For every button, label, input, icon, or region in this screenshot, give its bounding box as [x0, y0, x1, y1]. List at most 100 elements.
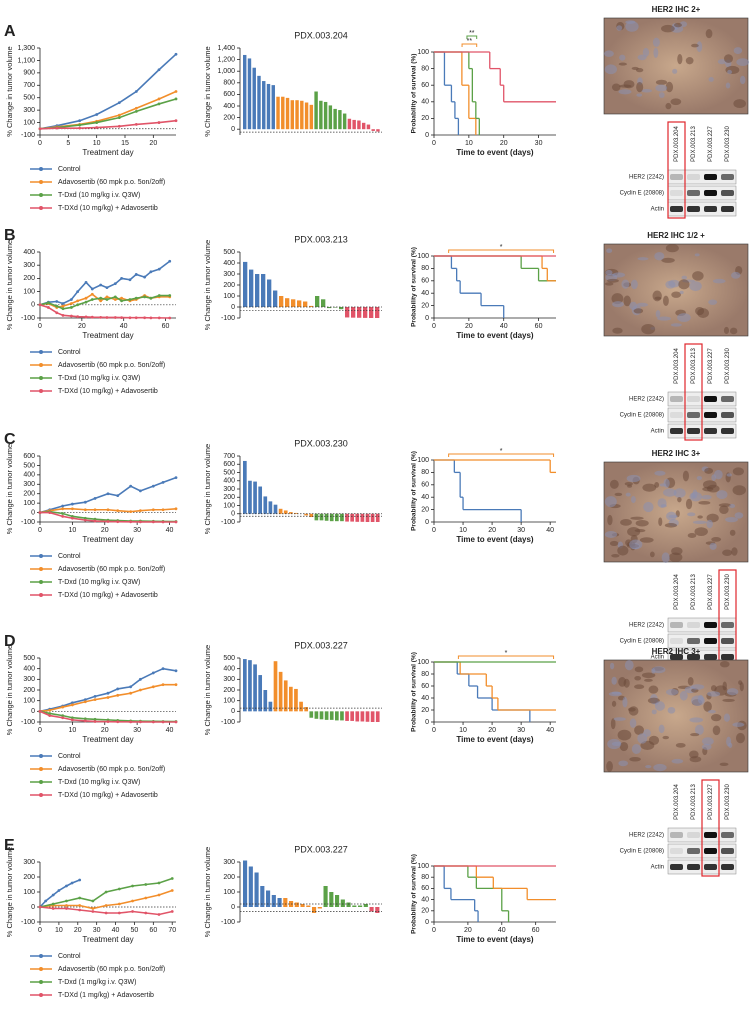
bar	[309, 711, 314, 718]
ihc-cell	[662, 735, 669, 740]
x-tick-label: 40	[500, 323, 508, 330]
ihc-cell	[689, 756, 702, 763]
ihc-cell	[624, 659, 634, 671]
blot-label: Cyclin E (20808)	[620, 639, 664, 645]
ihc-cell	[606, 761, 613, 772]
bar	[328, 105, 333, 130]
y-tick-label: 100	[417, 457, 429, 464]
ihc-cell	[671, 291, 682, 298]
data-point	[105, 286, 109, 290]
data-point	[151, 720, 155, 724]
bar	[304, 102, 309, 130]
data-point	[65, 884, 68, 888]
blot-band	[670, 412, 683, 418]
x-tick-label: 20	[488, 527, 496, 534]
y-tick-label: 0	[425, 719, 429, 726]
y-axis-title: % Change in tumor volume	[203, 847, 212, 937]
legend-marker	[39, 993, 43, 997]
ihc-cell	[631, 743, 642, 755]
y-tick-label: 40	[421, 695, 429, 702]
bar	[352, 905, 357, 907]
y-tick-label: 0	[231, 904, 235, 911]
ihc-cell	[665, 81, 674, 93]
bar	[303, 301, 308, 307]
data-point	[106, 492, 110, 496]
blot-band	[687, 622, 700, 628]
y-tick-label: 600	[223, 461, 235, 468]
data-point	[144, 911, 148, 915]
ihc-cell	[733, 47, 743, 55]
ihc-cell	[610, 662, 615, 670]
ihc-cell	[608, 691, 622, 697]
ihc-cell	[629, 539, 643, 550]
data-point	[78, 908, 82, 912]
bar	[285, 97, 290, 130]
ihc-cell	[697, 515, 703, 519]
y-tick-label: 200	[23, 687, 35, 694]
legend-label: Adavosertib (60 mpk p.o. 5on/2off)	[58, 966, 165, 973]
ihc-cell	[648, 735, 660, 745]
legend-marker	[39, 350, 43, 354]
y-tick-label: 500	[23, 95, 35, 102]
blot-label: Cyclin E (20808)	[620, 849, 664, 855]
x-tick-label: 60	[532, 927, 540, 934]
ihc-cell	[652, 290, 662, 302]
y-tick-label: 0	[231, 708, 235, 715]
bar	[375, 513, 380, 522]
y-tick-label: -100	[221, 919, 235, 926]
ihc-cell	[739, 682, 744, 692]
ihc-cell	[687, 533, 697, 539]
y-tick-label: 100	[23, 889, 35, 896]
bar	[254, 872, 259, 907]
bar	[327, 307, 332, 309]
bar	[321, 299, 326, 307]
y-tick-label: 200	[23, 275, 35, 282]
bar	[309, 104, 314, 130]
y-axis-title: % Change in tumor volume	[203, 46, 212, 136]
data-point	[61, 507, 65, 511]
bar	[289, 686, 293, 712]
bar	[351, 307, 356, 318]
y-tick-label: 300	[223, 486, 235, 493]
ihc-cell	[654, 252, 665, 261]
y-tick-label: 0	[425, 919, 429, 926]
bar	[324, 711, 329, 720]
legend-label: T-DXd (1 mg/kg) + Adavosertib	[58, 992, 154, 999]
data-point	[51, 902, 55, 906]
y-tick-label: 0	[31, 509, 35, 516]
data-point	[65, 907, 68, 910]
bar	[297, 300, 302, 307]
data-point	[55, 311, 59, 315]
ihc-cell	[647, 697, 660, 704]
ihc-cell	[634, 529, 646, 533]
chart-title: PDX.003.227	[294, 844, 348, 854]
data-point	[149, 316, 153, 320]
bar	[291, 299, 296, 307]
data-point	[157, 893, 161, 897]
legend-marker	[39, 167, 43, 171]
ihc-cell	[664, 523, 677, 528]
y-tick-label: 0	[231, 304, 235, 311]
ihc-cell	[622, 696, 628, 708]
blot-band	[687, 654, 700, 660]
panel-label: C	[4, 431, 16, 448]
ihc-cell	[652, 666, 666, 674]
bar	[252, 67, 256, 130]
ihc-cell	[611, 676, 617, 685]
ihc-cell	[735, 732, 745, 744]
y-tick-label: 80	[421, 874, 429, 881]
ihc-cell	[673, 488, 686, 498]
bar	[340, 899, 345, 907]
data-point	[134, 123, 138, 126]
bar	[345, 307, 350, 318]
lane-label: PDX.003.227	[708, 783, 714, 819]
significance-label: **	[469, 30, 475, 37]
chart-title: PDX.003.227	[294, 640, 348, 650]
y-tick-label: 200	[223, 874, 235, 881]
blot-band	[670, 638, 683, 644]
x-tick-label: 40	[166, 727, 174, 734]
blot-band	[704, 864, 717, 870]
blot-band	[704, 412, 717, 418]
lane-label: PDX.003.213	[691, 783, 697, 819]
legend-marker	[39, 554, 43, 558]
